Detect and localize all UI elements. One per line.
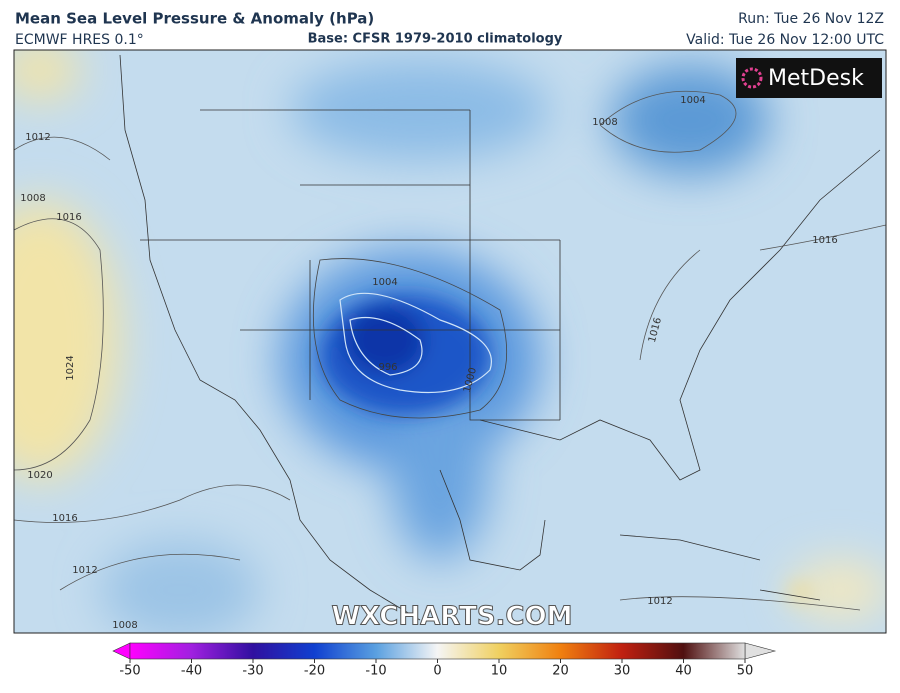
contour-label: 1012 [72, 565, 97, 576]
contour-label: 996 [378, 362, 397, 373]
contour-label: 1008 [592, 117, 617, 128]
base: Base: CFSR 1979-2010 climatology [308, 32, 563, 47]
contour-label: 1004 [680, 95, 705, 106]
contour-label: 1008 [20, 193, 45, 204]
colorbar-tick-label: 50 [737, 664, 754, 679]
colorbar-tick-label: 30 [614, 664, 631, 679]
colorbar-tick-label: 20 [552, 664, 569, 679]
title: Mean Sea Level Pressure & Anomaly (hPa) [15, 10, 374, 28]
contour-label: 1012 [25, 132, 50, 143]
contour-label: 1016 [56, 212, 81, 223]
logo: MetDesk [768, 66, 864, 91]
colorbar-tick-label: 40 [675, 664, 692, 679]
contour-label: 1020 [27, 470, 52, 481]
watermark: WXCHARTS.COM [331, 602, 572, 632]
colorbar [129, 642, 746, 660]
contour-label: 1008 [112, 620, 137, 631]
contour-label: 1012 [647, 596, 672, 607]
colorbar-tick-label: -20 [304, 664, 325, 679]
contour-label: 1024 [65, 355, 76, 380]
contour-label: 1004 [372, 277, 397, 288]
colorbar-tick-label: 0 [433, 664, 441, 679]
contour-label: 1016 [52, 513, 77, 524]
map: 1012 1008 1016 1024 1020 1016 1012 1008 1004 996 1… [14, 50, 886, 633]
valid: Valid: Tue 26 Nov 12:00 UTC [686, 32, 884, 48]
colorbar-tick-label: -30 [242, 664, 263, 679]
colorbar-tick-label: 10 [491, 664, 508, 679]
contour-label: 1016 [812, 235, 837, 246]
colorbar-tick-label: -40 [181, 664, 202, 679]
colorbar-tick-label: -50 [119, 664, 140, 679]
colorbar-tick-label: -10 [365, 664, 386, 679]
model: ECMWF HRES 0.1° [15, 32, 144, 48]
run: Run: Tue 26 Nov 12Z [738, 11, 884, 27]
